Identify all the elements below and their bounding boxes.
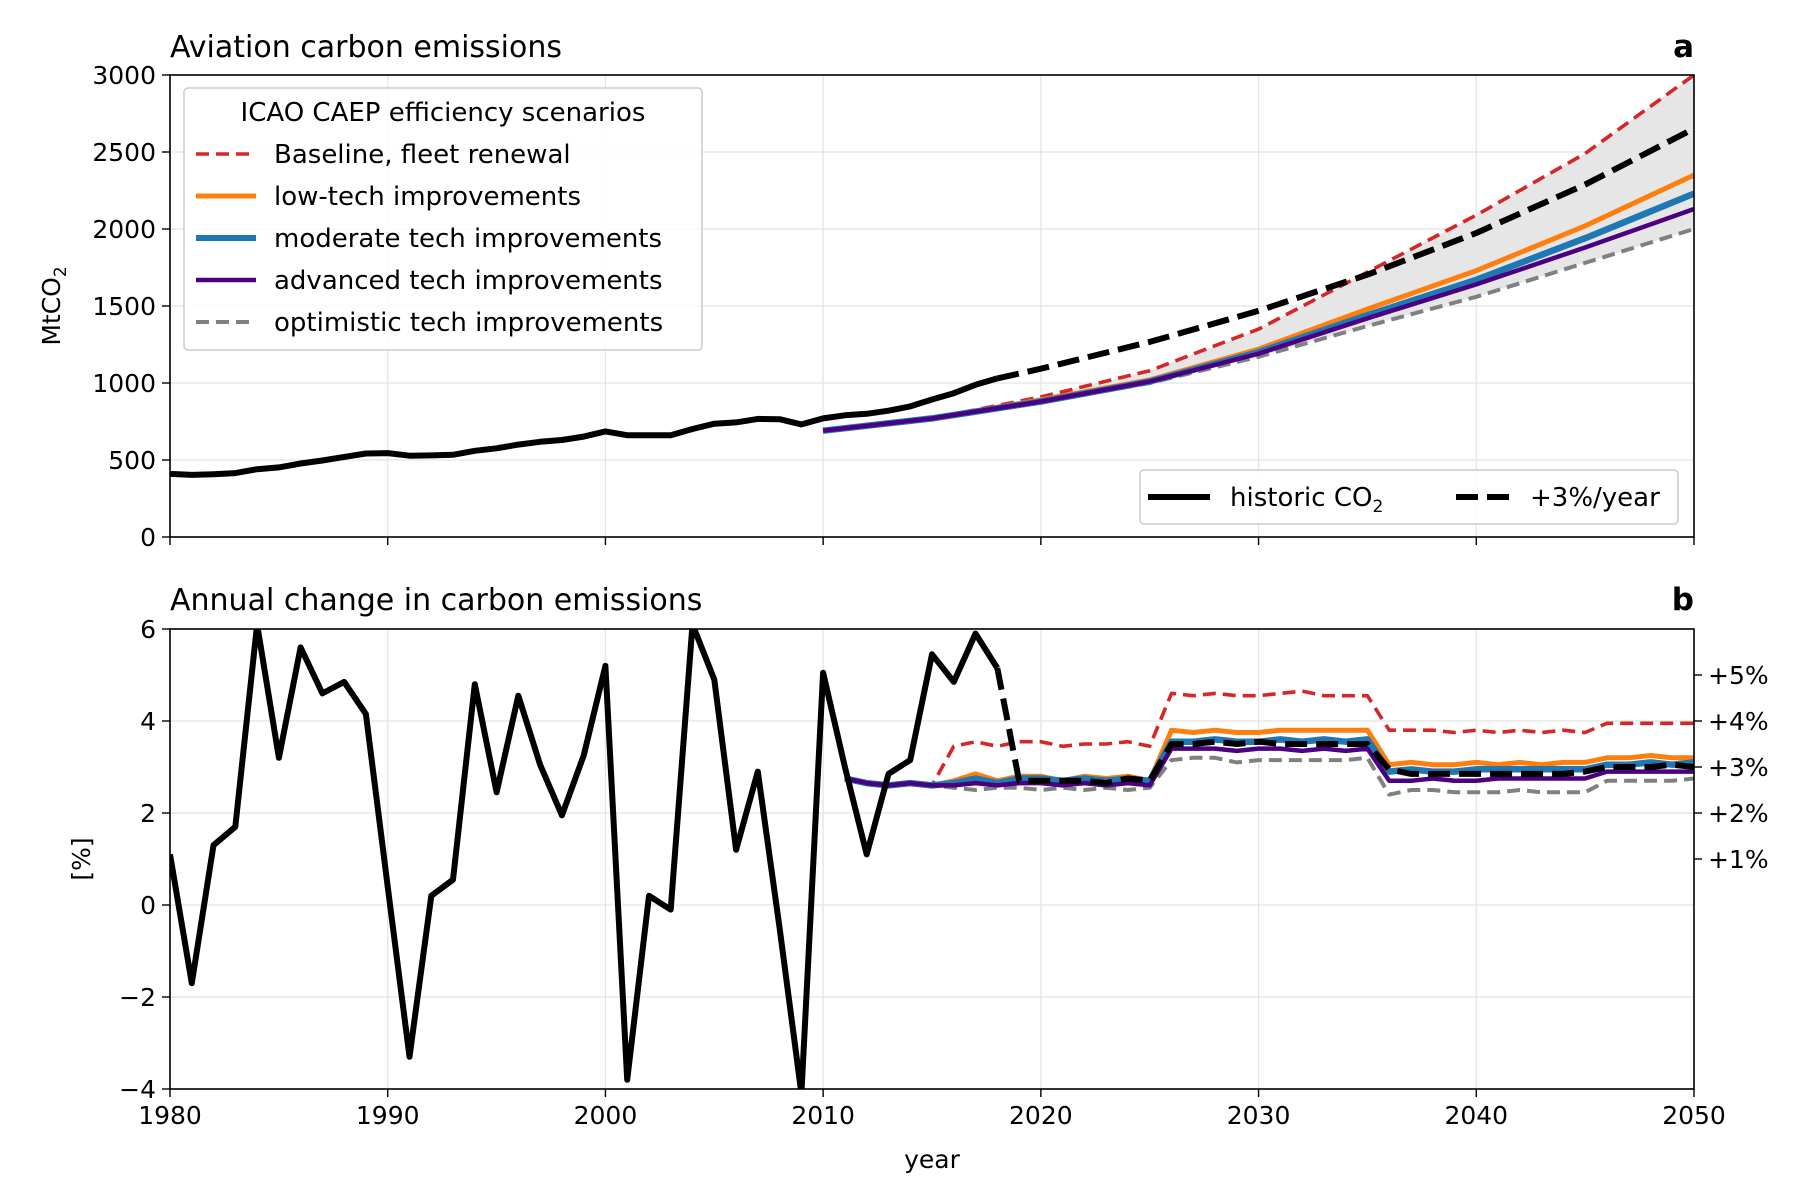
panel-b-xtick-label: 2020 — [1009, 1101, 1073, 1130]
panel-b-series-low — [844, 727, 1694, 788]
panel-b-ytick-label: 2 — [140, 799, 156, 828]
panel-a-series-historic — [170, 375, 999, 478]
panel-a-ylabel-text: MtCO — [37, 277, 66, 346]
panel-a-ytick-label: 1500 — [92, 292, 156, 321]
panel-a-series-advanced — [822, 206, 1694, 433]
panel-a-series-plus3 — [996, 125, 1694, 382]
panel-b-ytick-label: −4 — [119, 1075, 156, 1104]
panel-b-ytick-label: −2 — [119, 983, 156, 1012]
panel-b-ticks: 1980 1990 2000 2010 2020 2030 2040 2050 −4 −2 0 2 4 6… — [119, 615, 1768, 1130]
panel-b-grid — [169, 628, 1695, 1090]
scenario-legend: ICAO CAEP efficiency scenarios Baseline,… — [183, 87, 703, 351]
panel-b: Annual change in carbon emissions b 1980… — [67, 582, 1769, 1174]
panel-b-ylabel: [%] — [67, 837, 96, 880]
legend-label-advanced: advanced tech improvements — [274, 266, 663, 296]
panel-a-ytick-label: 2500 — [92, 138, 156, 167]
panel-a-ylabel-sub: 2 — [51, 266, 71, 277]
panel-b-title: Annual change in carbon emissions — [170, 583, 702, 618]
panel-b-xtick-label: 2030 — [1227, 1101, 1291, 1130]
historic-legend-label-sub: 2 — [1372, 497, 1383, 517]
panel-b-plot-area — [170, 629, 1694, 1089]
panel-b-xtick-label: 2040 — [1444, 1101, 1508, 1130]
historic-legend-label: historic CO2 — [1230, 483, 1383, 517]
panel-a-title: Aviation carbon emissions — [170, 30, 562, 65]
plus3-legend-label: +3%/year — [1530, 483, 1660, 513]
panel-b-secondary-ytick-label: +1% — [1708, 845, 1769, 874]
legend-label-low: low-tech improvements — [274, 182, 581, 212]
panel-a-ytick-label: 3000 — [92, 61, 156, 90]
panel-a-ylabel: MtCO2 — [37, 266, 71, 345]
legend-label-baseline: Baseline, fleet renewal — [274, 140, 571, 170]
panel-b-ytick-label: 0 — [140, 891, 156, 920]
panel-b-secondary-ytick-label: +3% — [1708, 753, 1769, 782]
panel-a-plot-area — [170, 75, 1694, 478]
legend-label-optimistic: optimistic tech improvements — [274, 308, 663, 338]
panel-a: Aviation carbon emissions a 0 500 1000 1500… — [37, 29, 1695, 552]
legend-label-moderate: moderate tech improvements — [274, 224, 662, 254]
panel-b-ytick-label: 6 — [140, 615, 156, 644]
scenario-legend-box — [183, 87, 703, 351]
panel-b-xlabel: year — [904, 1145, 960, 1174]
panel-a-ticks: 0 500 1000 1500 2000 2500 3000 — [92, 61, 1695, 552]
historic-legend: historic CO2 +3%/year — [1139, 469, 1679, 525]
panel-b-secondary-ytick-label: +5% — [1708, 661, 1769, 690]
panel-b-ytick-label: 4 — [140, 707, 156, 736]
panel-a-letter: a — [1673, 29, 1694, 65]
panel-b-xtick-label: 1990 — [356, 1101, 420, 1130]
panel-b-secondary-ytick-label: +2% — [1708, 799, 1769, 828]
scenario-legend-title: ICAO CAEP efficiency scenarios — [241, 98, 646, 128]
panel-b-xtick-label: 2050 — [1662, 1101, 1726, 1130]
panel-b-series-baseline — [844, 689, 1694, 788]
panel-b-series-historic — [170, 629, 1000, 1089]
panel-b-xtick-label: 2000 — [574, 1101, 638, 1130]
panel-b-series-optimistic — [844, 755, 1694, 797]
panel-a-ytick-label: 2000 — [92, 215, 156, 244]
panel-b-xtick-label: 1980 — [138, 1101, 202, 1130]
panel-a-ytick-label: 500 — [108, 446, 156, 475]
panel-b-frame — [169, 628, 1695, 1090]
panel-a-ytick-label: 0 — [140, 523, 156, 552]
panel-b-xtick-label: 2010 — [791, 1101, 855, 1130]
panel-b-letter: b — [1672, 582, 1694, 618]
panel-a-ytick-label: 1000 — [92, 369, 156, 398]
historic-legend-label-text: historic CO — [1230, 483, 1372, 513]
panel-b-secondary-ytick-label: +4% — [1708, 707, 1769, 736]
panel-b-series-advanced — [844, 746, 1694, 788]
historic-legend-box — [1139, 469, 1679, 525]
